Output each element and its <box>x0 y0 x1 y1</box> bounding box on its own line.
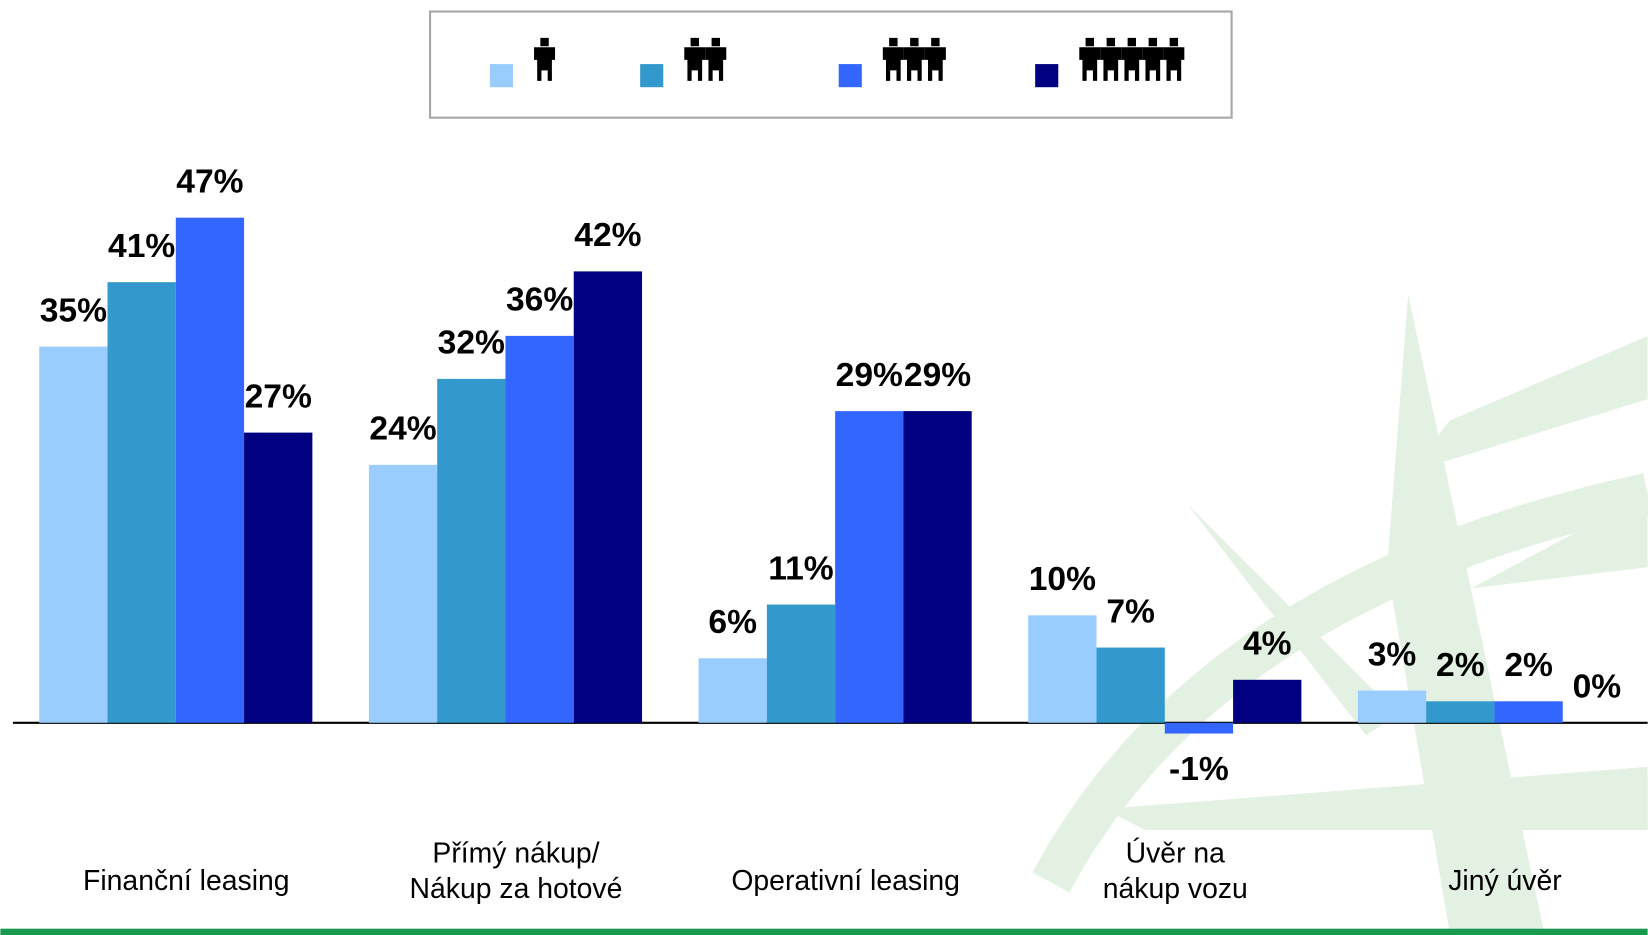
bar <box>1165 723 1233 734</box>
bar <box>574 271 642 722</box>
legend-swatch <box>490 64 513 87</box>
bar <box>176 218 244 723</box>
value-label: 29% <box>836 357 903 394</box>
bar <box>1494 701 1562 722</box>
value-label: 41% <box>108 228 175 265</box>
x-tick-label: Finanční leasing <box>83 865 290 897</box>
bar <box>244 433 312 723</box>
value-label: 27% <box>245 378 312 415</box>
value-label: 32% <box>438 325 505 362</box>
value-label: 2% <box>1504 647 1553 684</box>
bar <box>369 465 437 723</box>
bar <box>699 658 767 722</box>
value-label: 29% <box>904 357 971 394</box>
value-label: 42% <box>574 217 641 254</box>
value-label: 4% <box>1243 626 1292 663</box>
value-label: 36% <box>506 282 573 319</box>
bar <box>108 282 176 723</box>
footer-stripe <box>0 929 1647 935</box>
value-label: 11% <box>768 550 833 587</box>
value-label: 35% <box>40 292 107 329</box>
bar <box>767 605 835 723</box>
value-label: 2% <box>1436 647 1485 684</box>
legend-swatch <box>1035 64 1058 87</box>
bar <box>1097 648 1165 723</box>
value-label: 6% <box>708 604 757 641</box>
value-label: 10% <box>1029 561 1096 598</box>
bar <box>1426 701 1494 722</box>
bar <box>903 411 971 723</box>
bar <box>437 379 505 723</box>
bar <box>835 411 903 723</box>
value-label: 47% <box>176 163 243 200</box>
value-label: 3% <box>1368 636 1417 673</box>
x-tick-label: Přímý nákup/Nákup za hotové <box>410 838 623 906</box>
value-label: 0% <box>1573 669 1622 706</box>
legend-swatch <box>839 64 862 87</box>
value-label: 24% <box>369 411 436 448</box>
legend-swatch <box>640 64 663 87</box>
value-label: 7% <box>1106 593 1155 630</box>
bar <box>39 347 107 723</box>
x-tick-label: Jiný úvěr <box>1448 865 1561 897</box>
bar <box>1233 680 1301 723</box>
x-tick-label: Operativní leasing <box>731 865 960 897</box>
chart: 35% 24% 6% 10% 3% 41% 32% 11% 7% 2% 47% 36% 29% -1% 2%… <box>0 0 1648 935</box>
bar <box>1028 615 1096 722</box>
bar <box>505 336 573 723</box>
bar <box>1358 691 1426 723</box>
value-label: -1% <box>1169 751 1229 788</box>
